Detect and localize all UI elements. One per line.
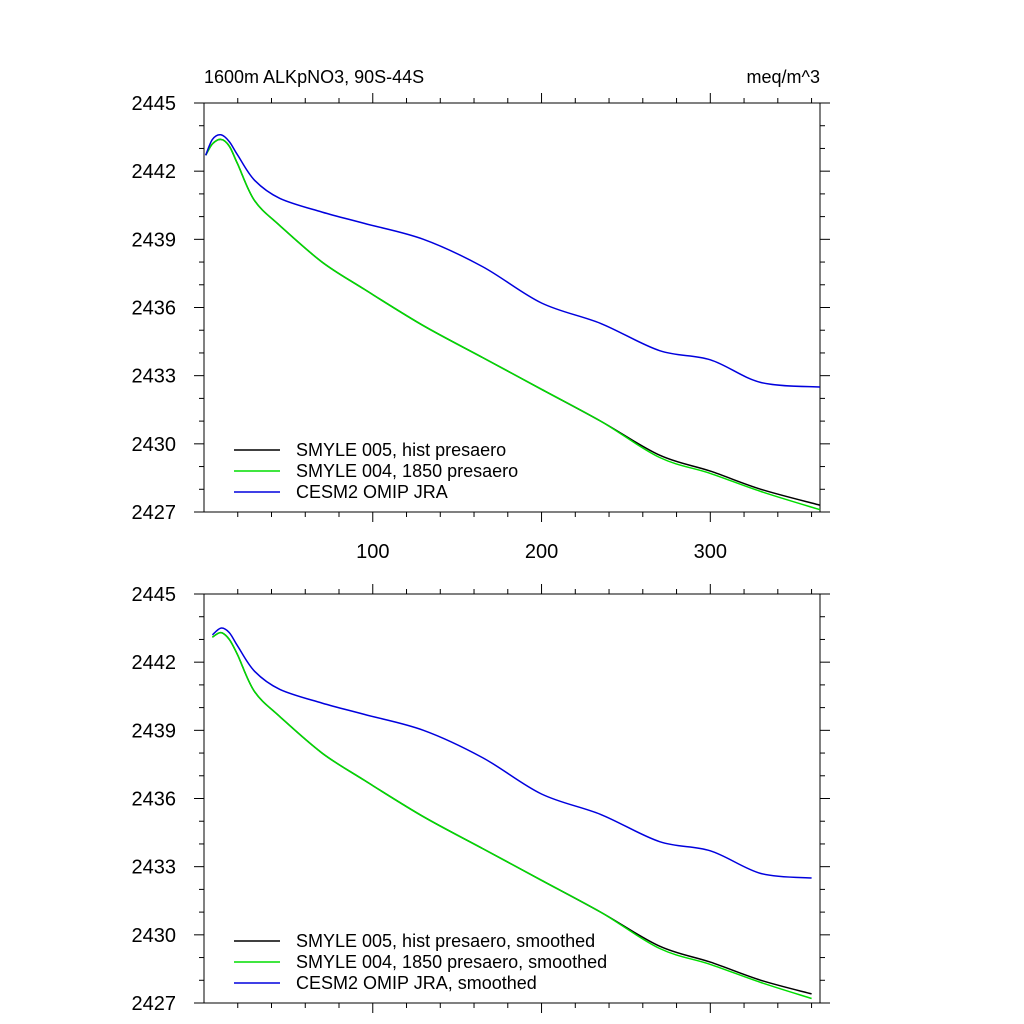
y-tick-label: 2436 xyxy=(132,298,177,320)
x-tick-label: 200 xyxy=(525,541,558,563)
units-label: meq/m^3 xyxy=(747,67,820,87)
legend-label-0: SMYLE 005, hist presaero xyxy=(296,440,506,460)
y-tick-label: 2439 xyxy=(132,720,177,742)
y-tick-label: 2442 xyxy=(132,161,177,183)
legend-label-1: SMYLE 004, 1850 presaero xyxy=(296,461,518,481)
y-tick-label: 2433 xyxy=(132,366,177,388)
panel-bottom: 2427 2430 2433 2436 2439 2442 2445 SMYLE 005, h… xyxy=(132,584,830,1015)
y-tick-label: 2430 xyxy=(132,925,177,947)
y-tick-label: 2436 xyxy=(132,789,177,811)
chart-title: 1600m ALKpNO3, 90S-44S xyxy=(204,67,424,87)
y-tick-label: 2442 xyxy=(132,652,177,674)
legend-label-2: CESM2 OMIP JRA xyxy=(296,482,448,502)
legend-label-0: SMYLE 005, hist presaero, smoothed xyxy=(296,931,595,951)
y-tick-label: 2427 xyxy=(132,502,177,524)
series-line-1 xyxy=(211,631,812,1000)
y-tick-label: 2445 xyxy=(132,584,177,606)
legend-label-2: CESM2 OMIP JRA, smoothed xyxy=(296,973,537,993)
series-line-2 xyxy=(205,133,821,388)
series-line-2 xyxy=(211,627,812,879)
y-tick-label: 2430 xyxy=(132,434,177,456)
y-tick-label: 2433 xyxy=(132,857,177,879)
y-tick-label: 2439 xyxy=(132,229,177,251)
y-tick-label: 2445 xyxy=(132,93,177,115)
x-tick-label: 300 xyxy=(694,541,727,563)
series-line-1 xyxy=(205,138,821,511)
panel-top: 1600m ALKpNO3, 90S-44S meq/m^3 2427 2430 243… xyxy=(132,67,830,563)
x-tick-label: 100 xyxy=(356,541,389,563)
y-tick-label: 2427 xyxy=(132,993,177,1015)
legend-label-1: SMYLE 004, 1850 presaero, smoothed xyxy=(296,952,607,972)
